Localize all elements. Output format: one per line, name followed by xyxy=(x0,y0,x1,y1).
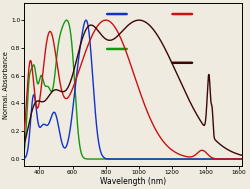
Y-axis label: Normal. Absorbance: Normal. Absorbance xyxy=(4,51,10,119)
X-axis label: Wavelength (nm): Wavelength (nm) xyxy=(100,177,166,186)
